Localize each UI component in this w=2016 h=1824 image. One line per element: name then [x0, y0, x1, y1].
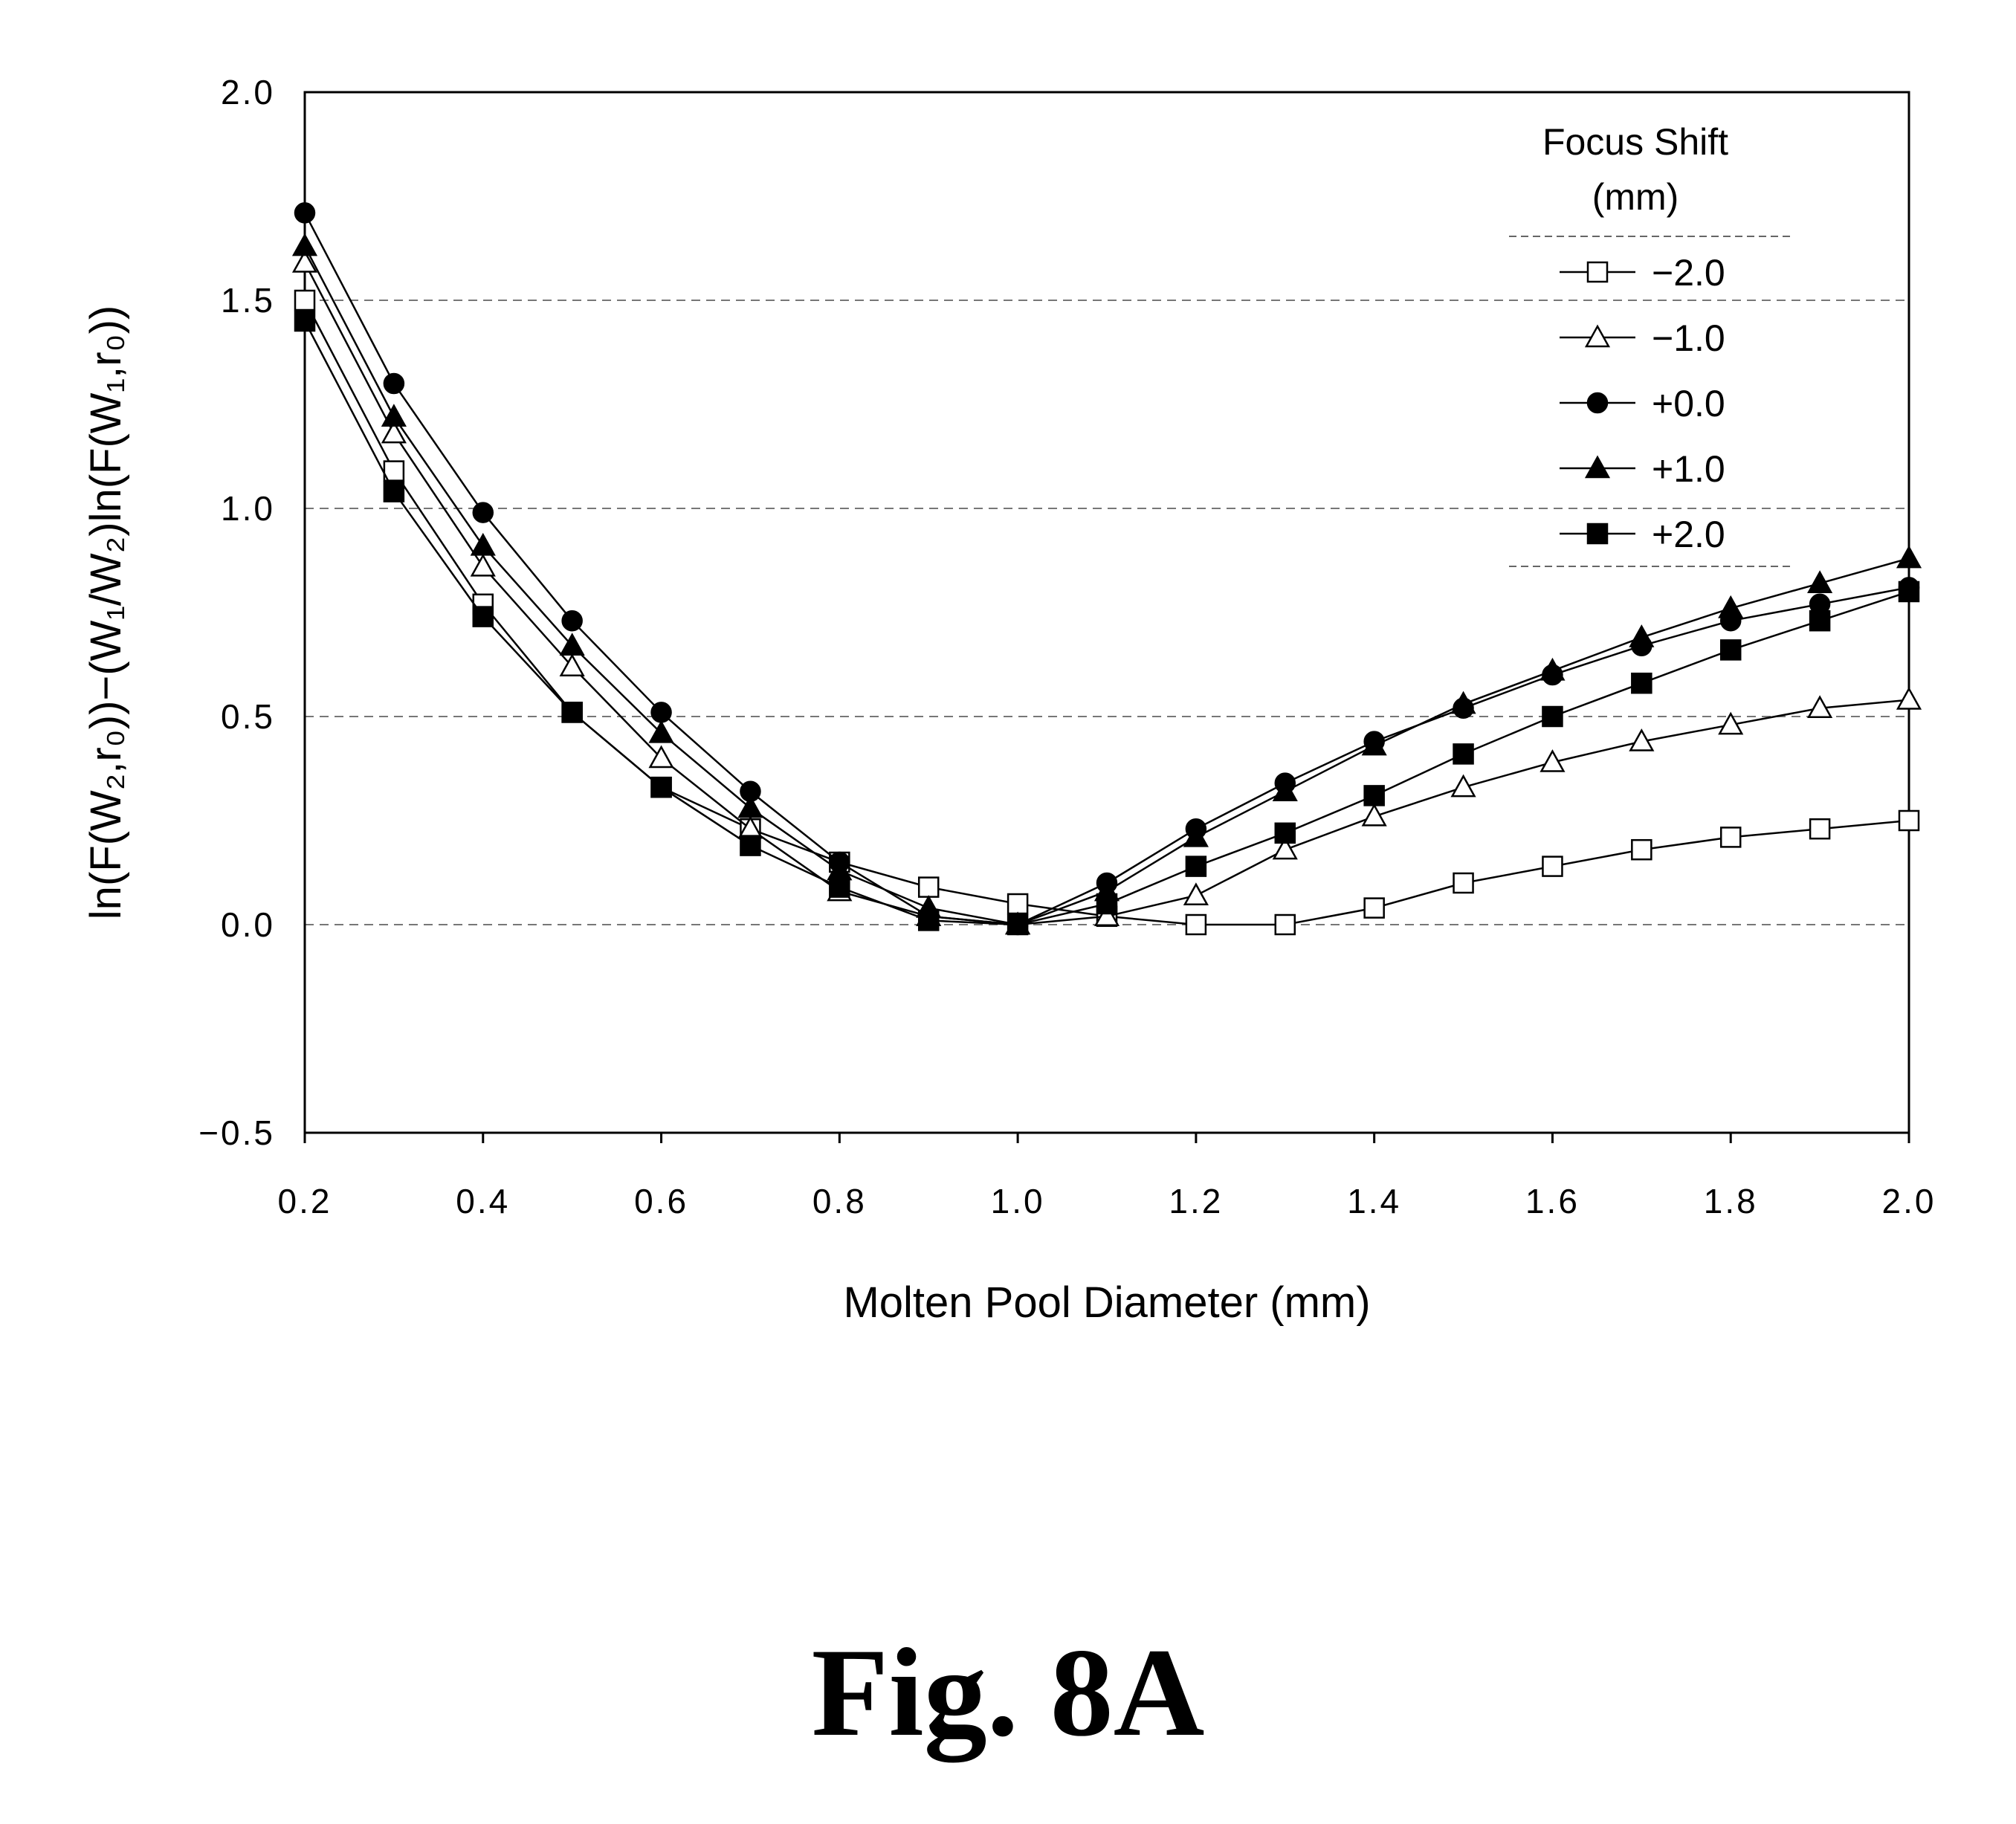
data-point — [294, 235, 316, 255]
y-tick-label: −0.5 — [198, 1113, 275, 1152]
legend-title-unit: (mm) — [1592, 176, 1679, 218]
data-point — [652, 702, 671, 722]
y-tick-label: 2.0 — [221, 73, 275, 111]
data-point — [1365, 786, 1384, 805]
data-point — [1809, 572, 1831, 592]
data-point — [919, 878, 938, 897]
data-point — [295, 311, 314, 331]
x-tick-label: 0.2 — [278, 1182, 332, 1220]
data-point — [472, 534, 494, 554]
data-point — [384, 482, 404, 502]
x-tick-label: 1.0 — [991, 1182, 1045, 1220]
data-point — [1632, 673, 1651, 693]
legend-marker — [1586, 326, 1609, 346]
data-point — [1721, 640, 1740, 659]
data-point — [739, 797, 761, 817]
legend-item: +2.0 — [1560, 514, 1725, 555]
data-point — [474, 607, 493, 627]
data-point — [1097, 894, 1117, 913]
y-tick-label: 0.5 — [221, 697, 275, 736]
data-point — [1630, 627, 1652, 647]
data-point — [1454, 744, 1473, 763]
data-point — [1719, 597, 1742, 617]
x-tick-label: 1.4 — [1347, 1182, 1401, 1220]
data-point — [1899, 582, 1919, 601]
data-point — [1899, 811, 1919, 830]
y-axis: 2.0 1.5 1.0 0.5 0.0 −0.5 — [198, 73, 275, 1152]
legend-item: +1.0 — [1560, 448, 1725, 490]
plot-frame — [305, 92, 1909, 1133]
data-point — [383, 406, 405, 426]
data-point — [919, 911, 938, 930]
x-tick-label: 0.6 — [634, 1182, 688, 1220]
data-point — [830, 878, 849, 897]
x-tick-label: 2.0 — [1882, 1182, 1936, 1220]
data-point — [1186, 857, 1206, 876]
data-point — [1185, 884, 1207, 905]
legend-marker — [1588, 262, 1607, 282]
data-point — [563, 611, 582, 630]
legend-marker — [1588, 524, 1607, 543]
data-point — [1721, 827, 1740, 847]
legend: Focus Shift (mm) −2.0 −1.0 +0.0 +1.0 +2.0 — [1509, 121, 1792, 566]
data-point — [1186, 915, 1206, 934]
x-tick-label: 1.8 — [1704, 1182, 1758, 1220]
data-point — [384, 374, 404, 393]
legend-marker — [1588, 393, 1607, 413]
series-3 — [295, 203, 1919, 934]
data-point — [1454, 873, 1473, 893]
y-tick-label: 1.0 — [221, 489, 275, 528]
data-point — [1542, 707, 1562, 726]
y-axis-title: ln(F(W₂,r₀))−(W₁/W₂)ln(F(W₁,r₀)) — [82, 305, 130, 919]
legend-label: +0.0 — [1652, 383, 1725, 424]
data-point — [1453, 776, 1475, 796]
data-point — [295, 203, 314, 222]
x-axis: 0.2 0.4 0.6 0.8 1.0 1.2 1.4 1.6 1.8 2.0 — [278, 1133, 1936, 1220]
legend-item: +0.0 — [1560, 383, 1725, 424]
data-point — [1632, 840, 1651, 859]
data-point — [652, 777, 671, 797]
series-layer — [294, 203, 1920, 934]
data-point — [295, 291, 314, 310]
data-point — [1008, 915, 1027, 934]
x-tick-label: 1.2 — [1169, 1182, 1223, 1220]
legend-marker — [1586, 457, 1609, 477]
series-line — [305, 263, 1909, 925]
data-point — [1008, 894, 1027, 913]
data-point — [474, 503, 493, 523]
legend-label: −1.0 — [1652, 317, 1725, 359]
legend-item: −1.0 — [1560, 317, 1725, 359]
data-point — [563, 702, 582, 722]
y-tick-label: 1.5 — [221, 281, 275, 320]
x-tick-label: 1.6 — [1525, 1182, 1580, 1220]
legend-items: −2.0 −1.0 +0.0 +1.0 +2.0 — [1560, 252, 1725, 555]
y-tick-label: 0.0 — [221, 905, 275, 944]
x-tick-label: 0.8 — [812, 1182, 867, 1220]
figure-caption: Fig. 8A — [0, 1620, 2016, 1765]
legend-title: Focus Shift — [1542, 121, 1728, 163]
data-point — [740, 836, 760, 856]
data-point — [1898, 689, 1920, 709]
data-point — [1810, 819, 1829, 838]
legend-item: −2.0 — [1560, 252, 1725, 294]
data-point — [1365, 899, 1384, 918]
x-tick-label: 0.4 — [456, 1182, 510, 1220]
x-axis-title: Molten Pool Diameter (mm) — [843, 1278, 1370, 1327]
legend-label: −2.0 — [1652, 252, 1725, 294]
legend-label: +1.0 — [1652, 448, 1725, 490]
legend-label: +2.0 — [1652, 514, 1725, 555]
data-point — [472, 555, 494, 575]
data-point — [1810, 611, 1829, 630]
data-point — [1276, 915, 1295, 934]
data-point — [1363, 805, 1386, 825]
data-point — [1542, 857, 1562, 876]
data-point — [1276, 824, 1295, 843]
data-point — [1898, 547, 1920, 567]
